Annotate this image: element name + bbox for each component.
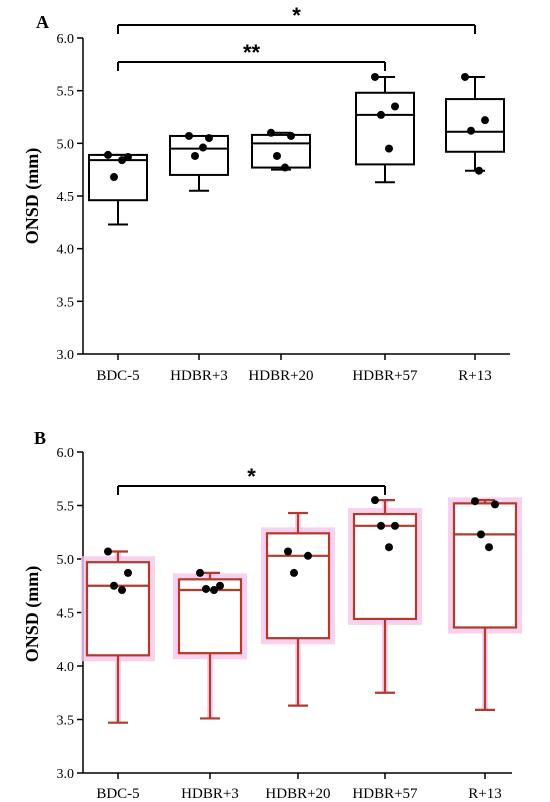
data-point [391,102,399,111]
data-point [290,568,298,577]
data-point [196,568,204,577]
significance-bracket: ** [117,40,386,71]
y-tick-label: 3.5 [57,714,75,729]
data-point [202,584,210,593]
box-iqr [169,134,229,176]
y-axis-title-b: ONSD (mm) [22,566,43,663]
y-tick-label: 4.5 [57,607,75,622]
y-tick-label: 3.5 [57,295,75,310]
x-tick-label: HDBR+20 [248,368,313,384]
box-2 [261,511,335,707]
panel-b-plot: 3.0 3.5 4.0 4.5 5.0 5.5 6.0 BDC-5 HDBR+3 HDBR+20 H… [57,446,522,802]
data-point [491,500,499,509]
data-point [210,586,218,595]
box-iqr [177,578,243,655]
data-point [110,173,118,182]
box-1 [169,131,229,192]
y-tick-label: 6.0 [57,32,75,47]
data-point [467,126,475,135]
data-point [485,543,493,552]
data-point [284,547,292,556]
y-tick-label: 4.5 [57,190,75,205]
data-point [118,586,126,595]
x-tick-label: HDBR+20 [265,786,330,802]
data-point [481,116,489,125]
data-point [110,581,118,590]
box-4 [448,497,522,711]
box-0 [81,547,155,724]
y-tick-label: 5.5 [57,500,75,515]
data-point [371,496,379,505]
data-point [124,568,132,577]
y-tick-label: 6.0 [57,446,75,461]
x-tick-label: R+13 [458,368,491,384]
data-point [371,72,379,81]
data-point [216,581,224,590]
data-point [104,547,112,556]
panel-letter-b: B [34,428,46,448]
box-iqr [452,502,518,629]
significance-label: ** [243,40,261,65]
significance-bracket: * [117,464,386,495]
data-point [191,151,199,160]
data-point [281,163,289,172]
box-0 [88,150,148,226]
data-point [475,166,483,175]
box-iqr [251,133,311,169]
box-iqr [355,91,415,166]
x-tick-label: HDBR+3 [170,368,228,384]
y-axis-title-a: ONSD (mm) [22,148,43,245]
x-tick-label: R+13 [468,786,501,802]
box-3 [355,72,415,184]
y-tick-label: 5.0 [57,137,75,152]
y-tick-label: 3.0 [57,767,75,782]
y-tick-label: 5.5 [57,85,75,100]
data-point [385,543,393,552]
box-iqr [352,512,418,621]
x-tick-label: BDC-5 [96,786,139,802]
data-point [267,128,275,137]
box-iqr [88,153,148,202]
data-point [385,144,393,153]
x-tick-label: BDC-5 [96,368,139,384]
data-point [199,143,207,152]
data-point [287,131,295,140]
box-iqr [85,561,151,657]
x-tick-label: HDBR+3 [181,786,239,802]
box-4 [445,72,505,175]
data-point [185,131,193,140]
panel-letter-a: A [36,12,49,32]
x-tick-label: HDBR+57 [352,786,418,802]
significance-label: * [292,3,301,28]
panel-a-plot: 3.0 3.5 4.0 4.5 5.0 5.5 6.0 BDC-5 HDBR+3 HDBR+20 H… [57,3,510,384]
data-point [205,134,213,143]
data-point [104,150,112,159]
data-point [461,72,469,81]
box-3 [348,496,422,694]
data-point [304,551,312,560]
data-point [391,521,399,530]
data-point [477,530,485,539]
box-2 [251,128,311,172]
box-1 [173,568,247,720]
data-point [273,151,281,160]
data-point [377,110,385,119]
y-tick-label: 3.0 [57,348,75,363]
data-point [471,497,479,506]
significance-label: * [247,464,256,489]
box-iqr [265,532,331,640]
box-iqr [445,98,505,153]
data-point [118,156,126,165]
significance-bracket: * [117,3,476,34]
y-tick-label: 4.0 [57,243,75,258]
y-tick-label: 4.0 [57,660,75,675]
y-tick-label: 5.0 [57,553,75,568]
data-point [377,521,385,530]
x-tick-label: HDBR+57 [352,368,418,384]
data-point [124,153,132,162]
